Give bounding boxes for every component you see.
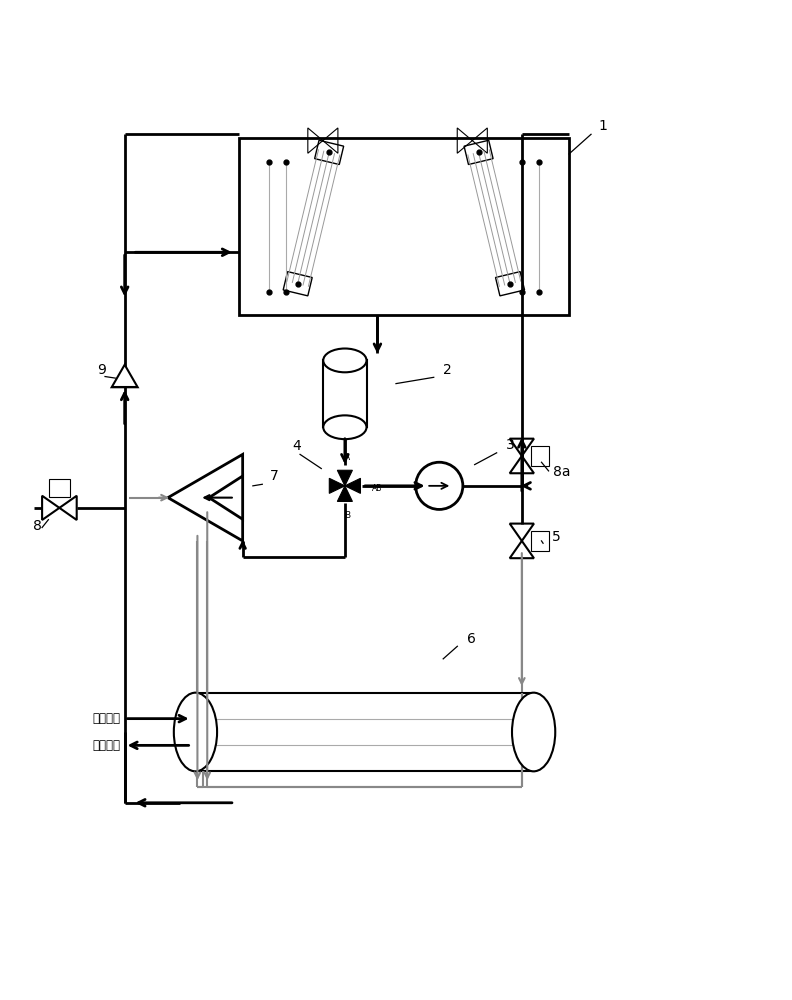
Polygon shape [59, 496, 77, 520]
Text: 8: 8 [32, 519, 41, 533]
Ellipse shape [323, 415, 367, 439]
Polygon shape [112, 365, 138, 387]
Polygon shape [510, 541, 534, 558]
Text: 5: 5 [552, 530, 561, 544]
Text: 7: 7 [270, 469, 279, 483]
Text: AB: AB [371, 484, 382, 493]
Bar [284, 272, 312, 296]
Text: 9: 9 [97, 363, 106, 377]
Text: B: B [345, 511, 350, 520]
Polygon shape [168, 454, 242, 541]
Polygon shape [337, 470, 352, 486]
Text: 2: 2 [444, 363, 452, 377]
Bar [196, 693, 534, 771]
Text: 冷冻进水: 冷冻进水 [93, 712, 120, 725]
Polygon shape [42, 496, 59, 520]
Text: 6: 6 [466, 632, 476, 646]
Polygon shape [510, 456, 534, 473]
Circle shape [416, 462, 463, 509]
Polygon shape [345, 478, 360, 493]
Polygon shape [209, 476, 242, 519]
Bar [531, 446, 549, 466]
Ellipse shape [512, 693, 555, 771]
Bar [464, 140, 493, 165]
Ellipse shape [323, 349, 367, 372]
Bar [496, 272, 524, 296]
Bar [238, 138, 569, 315]
Bar [531, 531, 549, 551]
Ellipse shape [173, 693, 217, 771]
Polygon shape [337, 486, 352, 501]
Text: 3: 3 [506, 438, 515, 452]
Bar [314, 140, 344, 165]
Bar [49, 479, 70, 497]
Text: 8a: 8a [554, 465, 571, 479]
Text: 1: 1 [599, 119, 607, 133]
Text: 4: 4 [292, 439, 301, 453]
Text: A: A [345, 453, 350, 462]
Polygon shape [329, 478, 345, 493]
Bar [323, 360, 367, 427]
Polygon shape [510, 439, 534, 456]
Text: 冷冻出水: 冷冻出水 [93, 739, 120, 752]
Polygon shape [510, 524, 534, 541]
